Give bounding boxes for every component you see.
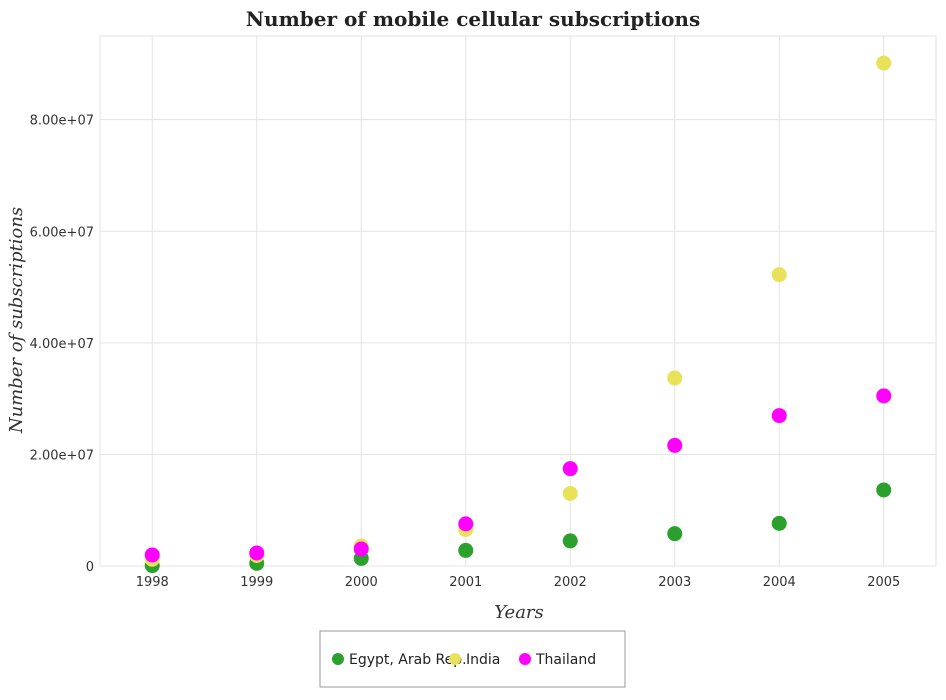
point-thailand (876, 388, 892, 404)
x-tick-label: 2005 (867, 575, 900, 590)
plot-frame (99, 35, 937, 567)
x-axis-title: Years (494, 602, 544, 623)
data-points (144, 55, 892, 574)
legend-label: India (466, 652, 500, 668)
x-tick-label: 2001 (449, 575, 482, 590)
legend-marker (519, 653, 531, 665)
point-egypt-arab-rep (667, 526, 683, 542)
x-tick-label: 1999 (240, 575, 273, 590)
y-tick-labels: 0 2.00e+07 4.00e+07 6.00e+07 8.00e+07 (30, 114, 94, 575)
legend: Egypt, Arab Rep. India Thailand (319, 630, 626, 688)
grid-lines (99, 35, 937, 567)
x-tick-label: 2000 (345, 575, 378, 590)
y-axis-title: Number of subscriptions (6, 207, 27, 434)
y-tick-label: 2.00e+07 (30, 448, 94, 463)
y-tick-label: 4.00e+07 (30, 337, 94, 352)
y-tick-label: 8.00e+07 (30, 114, 94, 129)
chart-title: Number of mobile cellular subscriptions (246, 7, 700, 31)
y-tick-label: 6.00e+07 (30, 225, 94, 240)
point-india (876, 55, 892, 71)
point-egypt-arab-rep (562, 533, 578, 549)
x-tick-label: 1998 (136, 575, 169, 590)
legend-label: Thailand (535, 652, 596, 668)
point-india (667, 370, 683, 386)
point-thailand (562, 461, 578, 477)
point-egypt-arab-rep (771, 515, 787, 531)
legend-box (319, 630, 626, 688)
point-thailand (667, 437, 683, 453)
y-tick-label: 0 (86, 560, 94, 575)
point-thailand (458, 516, 474, 532)
point-thailand (144, 547, 160, 563)
legend-label: Egypt, Arab Rep. (349, 652, 467, 668)
point-egypt-arab-rep (876, 482, 892, 498)
legend-marker (449, 653, 461, 665)
legend-marker (332, 653, 344, 665)
x-tick-label: 2002 (554, 575, 587, 590)
point-egypt-arab-rep (458, 542, 474, 558)
point-india (562, 485, 578, 501)
point-thailand (771, 408, 787, 424)
point-india (771, 267, 787, 283)
x-tick-labels: 1998 1999 2000 2001 2002 2003 2004 2005 (136, 575, 901, 590)
x-tick-label: 2003 (658, 575, 691, 590)
x-tick-label: 2004 (763, 575, 796, 590)
point-thailand (353, 541, 369, 557)
point-thailand (249, 545, 265, 561)
